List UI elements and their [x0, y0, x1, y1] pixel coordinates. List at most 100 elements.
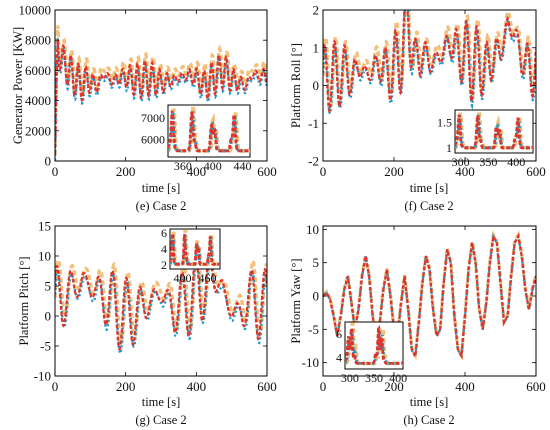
y-axis-label: Platform Yaw [°] [289, 258, 303, 343]
inset-series-line [345, 324, 403, 365]
y-tick-label: 0 [45, 309, 52, 324]
y-tick-label: 1 [313, 40, 320, 55]
x-tick-label: 400 [187, 164, 207, 179]
inset-x-tick-label: 440 [234, 159, 252, 173]
x-tick-label: 0 [320, 164, 327, 179]
inset-x-tick-label: 360 [174, 159, 192, 173]
inset-x-tick-label: 350 [365, 371, 383, 385]
y-tick-label: -10 [34, 369, 51, 384]
x-tick-label: 200 [116, 164, 136, 179]
x-tick-label: 200 [384, 164, 404, 179]
y-tick-label: 8000 [25, 33, 51, 48]
inset-zoom: 300 350 400 1 1.5 [437, 109, 534, 169]
inset-y-tick-label: 1 [446, 141, 452, 155]
plot-frame [54, 9, 268, 162]
inset-series-line [455, 114, 533, 150]
y-tick-label: 10 [38, 249, 51, 264]
inset-zoom: 360 400 440 6000 7000 [141, 104, 252, 173]
inset-x-tick-label: 400 [389, 371, 407, 385]
x-tick-label: 600 [526, 379, 546, 394]
inset-lines [170, 229, 220, 267]
x-tick-label: 400 [455, 164, 475, 179]
inset-x-tick-label: 400 [507, 155, 525, 169]
plot-frame [54, 225, 268, 377]
series-line [323, 10, 536, 107]
x-tick-label: 600 [526, 164, 546, 179]
y-tick-label: -5 [40, 339, 51, 354]
y-tick-label: 15 [38, 219, 51, 234]
series-lines-platform-yaw [323, 229, 536, 361]
series-line [55, 255, 267, 355]
y-tick-label: 5 [45, 279, 52, 294]
x-tick-label: 400 [455, 379, 475, 394]
panel-caption: (f) Case 2 [404, 199, 453, 213]
x-tick-label: 0 [52, 379, 59, 394]
y-tick-label: 0 [313, 289, 320, 304]
x-axis-label: time [s] [142, 181, 181, 195]
y-tick-label: -10 [302, 355, 319, 370]
panel-caption: (h) Case 2 [403, 413, 454, 427]
y-tick-label: 4000 [25, 93, 51, 108]
inset-series-line [170, 233, 220, 266]
x-tick-label: 600 [257, 379, 277, 394]
inset-y-tick-label: 6 [336, 327, 342, 341]
y-tick-label: 10 [306, 222, 319, 237]
plot-frame [322, 225, 537, 377]
inset-y-tick-label: 6 [161, 226, 167, 240]
y-tick-label: 10000 [19, 3, 52, 18]
inset-y-tick-label: 4 [336, 350, 342, 364]
inset-x-tick-label: 400 [174, 271, 192, 285]
panel-caption: (g) Case 2 [135, 413, 186, 427]
series-lines-platform-pitch [55, 245, 267, 355]
series-line [55, 252, 267, 351]
x-axis-label: time [s] [410, 395, 449, 409]
y-tick-label: 6000 [25, 63, 51, 78]
x-tick-label: 600 [257, 164, 277, 179]
series-lines-platform-roll [323, 10, 536, 116]
x-tick-label: 0 [52, 164, 59, 179]
panel-caption: (e) Case 2 [136, 199, 187, 213]
inset-y-tick-label: 7000 [141, 111, 165, 125]
x-tick-label: 200 [384, 379, 404, 394]
inset-x-tick-label: 300 [341, 371, 359, 385]
x-tick-label: 200 [116, 379, 136, 394]
inset-series-line [168, 110, 250, 153]
inset-zoom: 400 460 2 4 6 [161, 226, 221, 285]
x-tick-label: 0 [320, 379, 327, 394]
inset-y-tick-label: 4 [161, 242, 167, 256]
y-tick-label: -5 [308, 322, 319, 337]
y-tick-label: -2 [308, 154, 319, 169]
inset-x-tick-label: 350 [479, 155, 497, 169]
y-tick-label: 0 [45, 154, 52, 169]
y-tick-label: 5 [313, 255, 320, 270]
inset-lines [168, 106, 250, 153]
x-axis-label: time [s] [410, 181, 449, 195]
series-line [323, 10, 536, 115]
inset-y-tick-label: 6000 [141, 133, 165, 147]
series-line [55, 245, 267, 348]
series-line [55, 38, 267, 161]
inset-y-tick-label: 2 [161, 258, 167, 272]
x-axis-label: time [s] [142, 395, 181, 409]
y-tick-label: -1 [308, 116, 319, 131]
inset-zoom: 300 350 400 4 6 [336, 321, 407, 385]
inset-x-tick-label: 300 [452, 155, 470, 169]
chart-platform-pitch: 0 200 400 600 -10 -5 0 5 10 15 Platform Pitch [°]… [17, 219, 277, 428]
x-tick-label: 400 [187, 379, 207, 394]
inset-y-tick-label: 1.5 [437, 116, 452, 130]
y-axis-label: Platform Pitch [°] [17, 256, 31, 345]
y-tick-label: 2000 [25, 123, 51, 138]
y-axis-label: Platform Roll [°] [289, 43, 303, 128]
series-line [323, 233, 536, 360]
y-tick-label: 0 [313, 78, 320, 93]
series-lines-generator-power [55, 25, 267, 161]
series-line [55, 39, 267, 155]
inset-lines [345, 322, 403, 366]
